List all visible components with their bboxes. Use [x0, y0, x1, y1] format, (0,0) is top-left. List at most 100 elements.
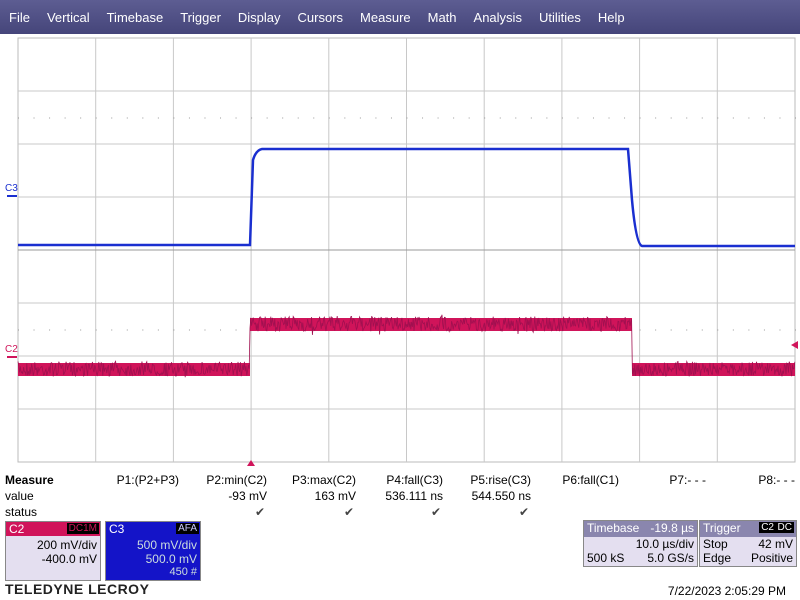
menu-item[interactable]: Timebase [106, 9, 164, 25]
menu-item[interactable]: Utilities [538, 9, 581, 25]
c2-label: C2 [5, 344, 18, 355]
menu-item[interactable]: Trigger [180, 9, 221, 25]
grid-dot [188, 329, 190, 331]
grid-dot [344, 117, 346, 119]
grid-dot [251, 117, 253, 119]
menu-item[interactable]: File [9, 9, 30, 25]
grid-dot [359, 117, 361, 119]
grid-dot [655, 117, 657, 119]
grid-dot [686, 117, 688, 119]
grid-dot [748, 117, 750, 119]
grid-dot [577, 117, 579, 119]
grid-dot [235, 329, 237, 331]
trigger-position-marker [247, 460, 255, 466]
grid-dot [499, 117, 501, 119]
grid-dot [313, 117, 315, 119]
grid-dot [670, 329, 672, 331]
menu-item[interactable]: Vertical [46, 9, 90, 25]
grid-dot [795, 329, 796, 331]
trigger-source: C2 [759, 522, 776, 533]
grid-dot [204, 117, 206, 119]
grid-dot [157, 117, 159, 119]
grid-dot [142, 117, 144, 119]
grid-dot [732, 117, 734, 119]
grid-dot [49, 117, 51, 119]
grid-dot [670, 117, 672, 119]
column-header: P2:min(C2) [206, 473, 267, 487]
trigger-type: Edge [703, 551, 732, 565]
waveform-display: C3 C2 [5, 37, 798, 466]
grid-dot [655, 329, 657, 331]
trigger-descriptor: Trigger C2 DC Stop 42 mV Edge Positive [699, 520, 797, 567]
grid-dot [795, 117, 796, 119]
time-scale: 10.0 µs/div [635, 537, 694, 551]
grid-dot [639, 329, 641, 331]
measure-value: 163 mV [314, 489, 356, 503]
trigger-level: 42 mV [758, 537, 793, 551]
measure-value: 536.111 ns [385, 489, 443, 503]
column-header: P3:max(C2) [291, 473, 356, 487]
scale: 200 mV/div [36, 538, 97, 552]
grid-dot [49, 329, 51, 331]
grid-dot [608, 117, 610, 119]
grid-dot [266, 117, 268, 119]
c3-label: C3 [5, 183, 18, 194]
offset: -400.0 mV [41, 552, 97, 566]
grid-dot [639, 117, 641, 119]
menu-item[interactable]: Analysis [473, 9, 522, 25]
grid-dot [717, 117, 719, 119]
grid-dot [188, 117, 190, 119]
grid-dot [390, 117, 392, 119]
column-header: P4:fall(C3) [386, 473, 443, 487]
grid-dot [64, 329, 66, 331]
samples: 500 kS [587, 551, 625, 565]
menu-item[interactable]: Help [597, 9, 625, 25]
grid-dot [282, 117, 284, 119]
grid-dot [717, 329, 719, 331]
measure-title: Measure [5, 473, 54, 487]
timebase-descriptor: Timebase -19.8 µs 10.0 µs/div 500 kS 5.0 G… [583, 520, 698, 567]
grid-dot [111, 329, 113, 331]
row-label: value [5, 489, 34, 503]
grid-dot [297, 117, 299, 119]
grid-dot [157, 329, 159, 331]
grid-dot [18, 329, 19, 331]
grid-dot [624, 117, 626, 119]
grid-dot [561, 117, 563, 119]
grid-dot [484, 117, 486, 119]
timebase-title: Timebase [587, 521, 640, 535]
row-label: status [5, 505, 38, 519]
grid-dot [546, 117, 548, 119]
grid-dot [173, 329, 175, 331]
grid-dot [779, 329, 781, 331]
grid-dot [173, 117, 175, 119]
grid-dot [142, 329, 144, 331]
grid-dot [80, 117, 82, 119]
column-header: P7:- - - [669, 473, 706, 487]
grid-dot [220, 117, 222, 119]
measure-status: ✔ [430, 505, 441, 519]
column-header: P8:- - - [758, 473, 795, 487]
grid-dot [701, 117, 703, 119]
measure-status: ✔ [343, 505, 354, 519]
grid-dot [686, 329, 688, 331]
menu-item[interactable]: Measure [360, 9, 411, 25]
grid-dot [592, 117, 594, 119]
channel-name: C2 [9, 522, 25, 536]
grid-dot [328, 117, 330, 119]
c2-trace [17, 314, 796, 378]
scale: 500 mV/div [136, 538, 197, 552]
grid-dot [126, 329, 128, 331]
grid-dot [375, 117, 377, 119]
menu-item[interactable]: Cursors [297, 9, 344, 25]
grid-dot [33, 329, 35, 331]
extra: 450 # [169, 566, 197, 578]
brand: TELEDYNE LECROY [5, 581, 150, 597]
column-header: P1:(P2+P3) [116, 473, 179, 487]
menu-item[interactable]: Math [427, 9, 457, 25]
grid-dot [779, 117, 781, 119]
menu-item[interactable]: Display [237, 9, 281, 25]
grid-dot [204, 329, 206, 331]
measure-status: ✔ [254, 505, 265, 519]
